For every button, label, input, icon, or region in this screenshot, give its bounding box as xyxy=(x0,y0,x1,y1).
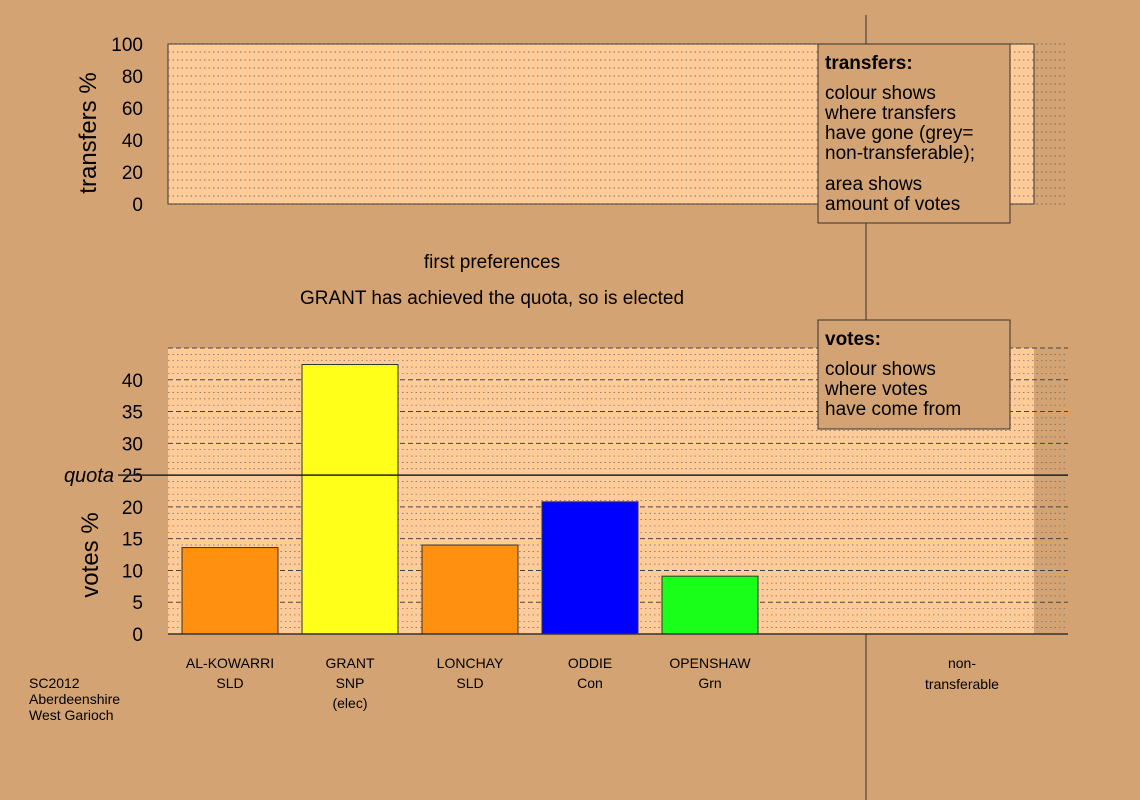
transfers-y-tick-label: 60 xyxy=(122,99,143,120)
transfers-box-line: area shows xyxy=(825,174,922,195)
transfers-box-line: have gone (grey= xyxy=(825,123,973,144)
votes-y-tick-label: 25 xyxy=(122,466,143,487)
bar-al-kowarri xyxy=(181,547,279,635)
votes-y-tick-label: 35 xyxy=(122,403,143,424)
x-tick-label: Grn xyxy=(698,675,721,691)
transfers-box-title: transfers: xyxy=(825,53,913,74)
votes-y-ticks: 0 5 10 15 20 25 30 35 40 xyxy=(122,371,143,646)
x-tick-label: SNP xyxy=(336,675,365,691)
transfers-box-line: amount of votes xyxy=(825,194,960,215)
bar-oddie xyxy=(541,501,639,635)
x-tick-label: ODDIE xyxy=(568,655,612,671)
votes-y-tick-label: 0 xyxy=(132,625,143,646)
transfers-y-tick-label: 80 xyxy=(122,67,143,88)
x-tick-label: SLD xyxy=(216,675,243,691)
votes-y-tick-label: 15 xyxy=(122,530,143,551)
votes-box-line: where votes xyxy=(824,379,927,400)
votes-box-title: votes: xyxy=(825,329,881,350)
x-tick-label: SLD xyxy=(456,675,483,691)
votes-box-line: have come from xyxy=(825,399,961,420)
nontransferable-label: transferable xyxy=(925,676,999,692)
bar-openshaw xyxy=(661,575,759,635)
transfers-y-tick-label: 0 xyxy=(132,195,143,216)
votes-y-tick-label: 20 xyxy=(122,498,143,519)
x-tick-label: Con xyxy=(577,675,603,691)
bar-lonchay xyxy=(421,544,519,635)
transfers-y-label: transfers % xyxy=(75,72,102,193)
status-heading: GRANT has achieved the quota, so is elec… xyxy=(300,288,684,309)
transfers-info-box: transfers: colour shows where transfers … xyxy=(817,43,1011,224)
stage-heading: first preferences xyxy=(424,252,560,273)
transfers-y-tick-label: 20 xyxy=(122,163,143,184)
votes-bars xyxy=(181,364,759,635)
votes-y-tick-label: 10 xyxy=(122,561,143,582)
x-tick-label: AL-KOWARRI xyxy=(186,655,274,671)
x-tick-label: (elec) xyxy=(332,695,367,711)
transfers-grid xyxy=(168,43,1068,205)
transfers-y-ticks: 0 20 40 60 80 100 xyxy=(111,35,143,216)
x-tick-label: OPENSHAW xyxy=(669,655,751,671)
votes-y-tick-label: 30 xyxy=(122,434,143,455)
footer-line: West Garioch xyxy=(29,707,114,723)
votes-y-tick-label: 5 xyxy=(132,593,143,614)
transfers-box-line: colour shows xyxy=(825,83,936,104)
votes-y-label: votes % xyxy=(77,512,104,597)
footer-line: SC2012 xyxy=(29,675,80,691)
quota-label: quota xyxy=(64,465,114,487)
bar-grant xyxy=(301,364,399,635)
votes-x-labels: AL-KOWARRI SLD GRANT SNP (elec) LONCHAY SLD ODD… xyxy=(186,655,751,711)
votes-info-box: votes: colour shows where votes have com… xyxy=(817,319,1011,430)
votes-y-tick-label: 40 xyxy=(122,371,143,392)
nontransferable-label: non- xyxy=(948,655,976,671)
x-tick-label: GRANT xyxy=(326,655,375,671)
transfers-y-tick-label: 100 xyxy=(111,35,143,56)
footer-line: Aberdeenshire xyxy=(29,691,120,707)
x-tick-label: LONCHAY xyxy=(437,655,504,671)
transfers-box-line: where transfers xyxy=(824,103,956,124)
transfers-box-line: non-transferable); xyxy=(825,143,975,164)
votes-box-line: colour shows xyxy=(825,359,936,380)
transfers-y-tick-label: 40 xyxy=(122,131,143,152)
